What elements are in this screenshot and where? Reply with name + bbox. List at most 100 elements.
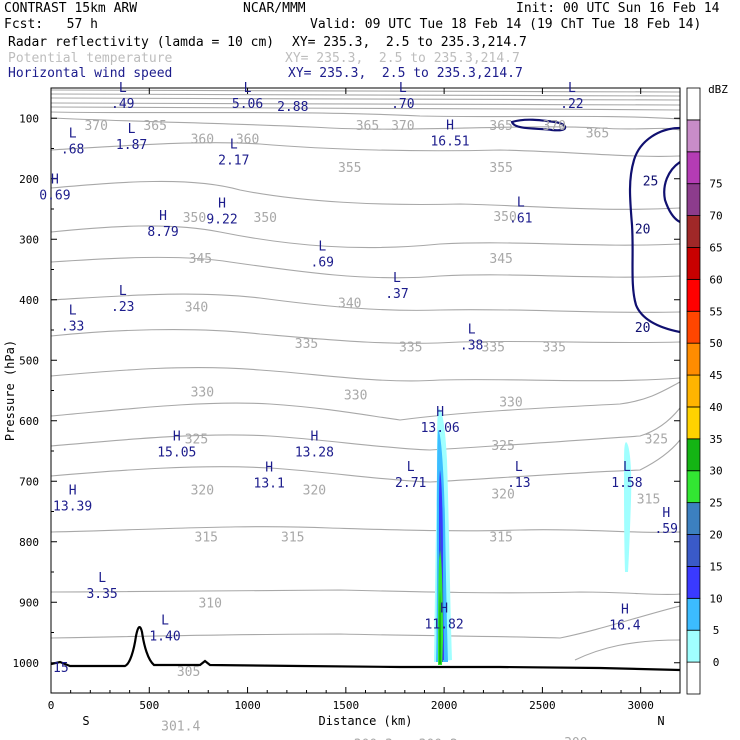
colorbar-label: 25 — [709, 497, 722, 510]
header-fcst: Fcst: 57 h — [4, 17, 98, 32]
extremum-type: H — [310, 430, 318, 445]
extremum-type: L — [98, 571, 106, 586]
extremum-type: H — [218, 197, 226, 212]
y-tick-label: 200 — [19, 173, 39, 186]
x-end-label-left: S — [82, 714, 89, 728]
extremum-value: .49 — [111, 97, 134, 112]
extremum-value: 11.82 — [425, 617, 464, 632]
colorbar-box — [686, 566, 701, 599]
extremum-value: 1.40 — [149, 630, 180, 645]
x-tick-label: 1000 — [234, 699, 261, 712]
theta-label: 335 — [542, 341, 565, 356]
colorbar-label: 45 — [709, 369, 722, 382]
colorbar-box — [686, 374, 701, 408]
theta-label: 330 — [344, 388, 367, 403]
header-field3: Horizontal wind speed — [8, 66, 173, 81]
x-tick-label: 2500 — [529, 699, 556, 712]
extremum-type: L — [119, 284, 127, 299]
extremum-value: .23 — [111, 300, 134, 315]
colorbar-box — [686, 661, 701, 695]
extremum-value: .33 — [61, 320, 84, 335]
theta-label: 365 — [586, 126, 609, 141]
header-field2: Potential temperature — [8, 51, 173, 66]
extremum-value: 2.17 — [218, 153, 249, 168]
extremum-value: 2.88 — [277, 100, 308, 115]
theta-label: 320 — [191, 483, 214, 498]
extremum-type: L — [119, 81, 127, 96]
colorbar-label: 20 — [709, 529, 722, 542]
y-tick-label: 100 — [19, 112, 39, 125]
extremum-value: 9.22 — [206, 213, 237, 228]
header-valid: Valid: 09 UTC Tue 18 Feb 14 (19 ChT Tue … — [310, 17, 702, 32]
theta-label: 345 — [489, 252, 512, 267]
extremum-value: .37 — [385, 287, 408, 302]
extremum-type: H — [159, 209, 167, 224]
theta-label: 350 — [254, 211, 277, 226]
x-tick-label: 3000 — [627, 699, 654, 712]
theta-label: 300.2 — [419, 737, 458, 740]
theta-label: 330 — [191, 385, 214, 400]
theta-label: 315 — [489, 531, 512, 546]
colorbar-label: 55 — [709, 305, 722, 318]
header-field3-xy: XY= 235.3, 2.5 to 235.3,214.7 — [288, 66, 523, 81]
reflectivity-shading — [434, 409, 632, 665]
colorbar-box — [686, 247, 701, 280]
colorbar-box — [686, 151, 701, 185]
extremum-value: .22 — [560, 97, 583, 112]
theta-label: 300.3 — [354, 737, 393, 740]
x-tick-label: 0 — [48, 699, 55, 712]
extremum-value: 15 — [53, 661, 69, 676]
x-tick-label: 500 — [139, 699, 159, 712]
extremum-type: L — [515, 460, 523, 475]
wind-label: 20 — [635, 222, 651, 237]
theta-label: 350 — [493, 210, 516, 225]
theta-label: 310 — [198, 596, 221, 611]
y-tick-label: 300 — [19, 233, 39, 246]
x-tick-label: 1500 — [333, 699, 360, 712]
x-end-label-right: N — [657, 714, 664, 728]
colorbar-box — [686, 278, 701, 312]
extremum-value: .61 — [509, 211, 532, 226]
extremum-type: H — [662, 506, 670, 521]
y-tick-label: 1000 — [13, 657, 40, 670]
extremum-type: L — [399, 81, 407, 96]
colorbar-box — [686, 438, 701, 472]
y-tick-label: 700 — [19, 475, 39, 488]
x-axis-label: Distance (km) — [319, 714, 413, 728]
extremum-value: .70 — [391, 97, 414, 112]
extremum-value: 13.06 — [421, 421, 460, 436]
colorbar-box — [686, 119, 701, 153]
extremum-value: .68 — [61, 142, 84, 157]
theta-label: 305 — [177, 665, 200, 680]
colorbar-label: 10 — [709, 592, 722, 605]
extremum-type: H — [436, 405, 444, 420]
wind-speed-contours — [510, 118, 680, 334]
wind-label: 25 — [643, 175, 659, 190]
extremum-value: 15.05 — [157, 446, 196, 461]
y-tick-label: 500 — [19, 354, 39, 367]
theta-label: 325 — [491, 439, 514, 454]
extremum-type: H — [440, 601, 448, 616]
extremum-value: 3.35 — [86, 587, 117, 602]
theta-label: 315 — [281, 531, 304, 546]
y-tick-label: 900 — [19, 596, 39, 609]
theta-label: 365 — [356, 119, 379, 134]
extremum-type: L — [230, 137, 238, 152]
colorbar-label: 50 — [709, 337, 722, 350]
theta-label: 320 — [491, 488, 514, 503]
colorbar-box — [686, 183, 701, 216]
theta-contours — [51, 89, 680, 661]
colorbar-label: 30 — [709, 465, 722, 478]
theta-label: 335 — [295, 337, 318, 352]
colorbar-box — [686, 470, 701, 504]
theta-label: 370 — [84, 119, 107, 134]
theta-label: 370 — [542, 119, 565, 134]
colorbar-box — [686, 502, 701, 535]
theta-label: 325 — [645, 433, 668, 448]
extremum-value: 1.58 — [611, 476, 642, 491]
header-field1-xy: XY= 235.3, 2.5 to 235.3,214.7 — [292, 35, 527, 50]
theta-label: 315 — [195, 531, 218, 546]
extremum-value: .13 — [507, 476, 530, 491]
y-axis-label: Pressure (hPa) — [3, 340, 17, 441]
wind-label: 20 — [635, 321, 651, 336]
